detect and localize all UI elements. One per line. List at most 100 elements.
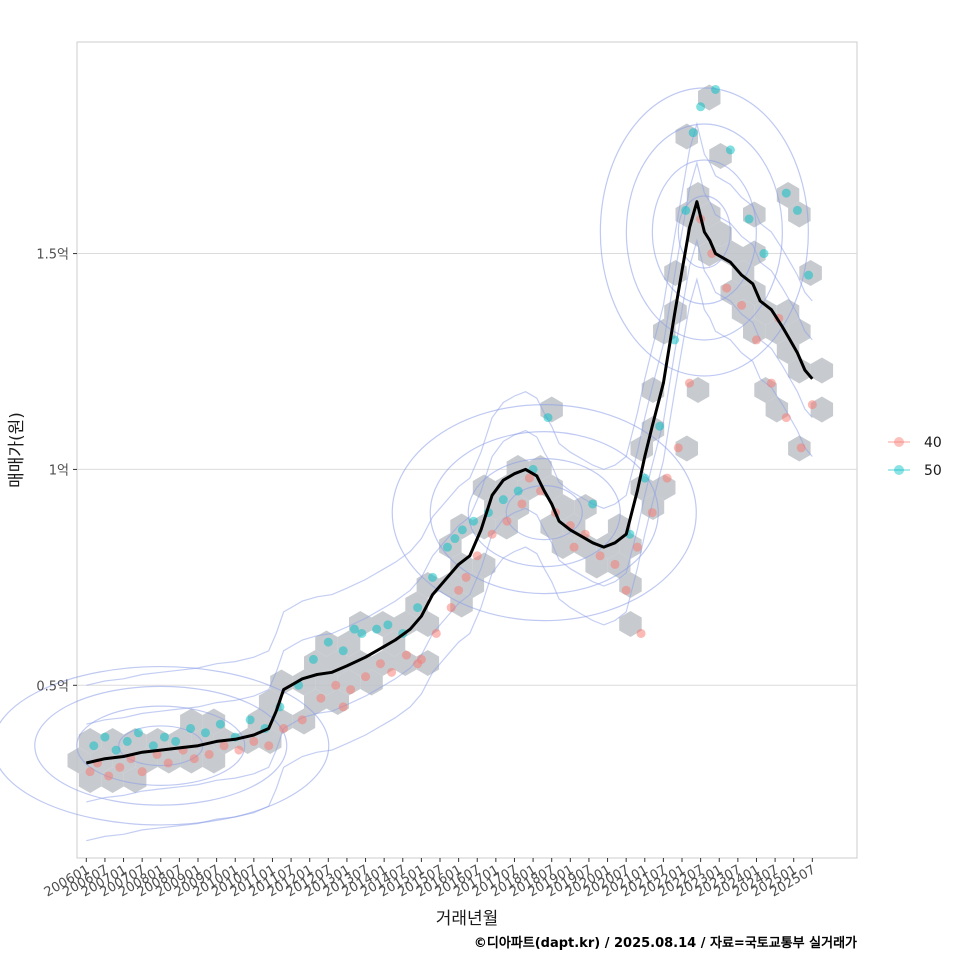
point-series-50 bbox=[171, 736, 181, 746]
contour-ring-2-1 bbox=[677, 195, 731, 269]
hex-bin bbox=[607, 513, 631, 540]
point-series-50 bbox=[670, 335, 680, 345]
point-series-40 bbox=[104, 771, 114, 781]
point-series-50 bbox=[513, 486, 523, 496]
point-series-50 bbox=[792, 205, 802, 215]
y-tick-label-1: 1억 bbox=[49, 463, 69, 478]
legend-key-50 bbox=[894, 465, 904, 475]
point-series-40 bbox=[517, 499, 527, 509]
point-series-40 bbox=[461, 572, 471, 582]
point-series-40 bbox=[413, 659, 423, 669]
contour-ring-2-3 bbox=[625, 123, 783, 341]
point-series-50 bbox=[804, 270, 814, 280]
point-series-40 bbox=[662, 473, 672, 483]
point-series-40 bbox=[524, 473, 534, 483]
point-series-40 bbox=[204, 749, 214, 759]
point-series-40 bbox=[472, 551, 482, 561]
legend-key-40 bbox=[894, 437, 904, 447]
point-series-40 bbox=[297, 715, 307, 725]
legend: 40 50 bbox=[888, 435, 942, 479]
point-series-50 bbox=[681, 205, 691, 215]
point-series-40 bbox=[401, 650, 411, 660]
point-series-50 bbox=[111, 745, 121, 755]
point-series-40 bbox=[796, 443, 806, 453]
point-series-40 bbox=[338, 702, 348, 712]
point-series-40 bbox=[621, 585, 631, 595]
hex-bin bbox=[78, 767, 102, 793]
point-series-40 bbox=[766, 378, 776, 388]
point-series-40 bbox=[234, 745, 244, 755]
point-series-50 bbox=[640, 473, 650, 483]
y-axis: 0.5억 1억 1.5억 bbox=[36, 248, 77, 694]
point-series-40 bbox=[632, 542, 642, 552]
point-series-40 bbox=[610, 559, 620, 569]
point-series-40 bbox=[781, 413, 791, 423]
contour-ring-0-3 bbox=[34, 685, 288, 806]
point-series-40 bbox=[454, 585, 464, 595]
point-series-50 bbox=[543, 413, 553, 423]
point-series-50 bbox=[450, 534, 460, 544]
point-series-40 bbox=[431, 628, 441, 638]
point-series-50 bbox=[696, 102, 706, 112]
point-series-50 bbox=[759, 249, 769, 259]
hex-bin bbox=[180, 708, 203, 735]
contour-ring-2-2 bbox=[651, 159, 757, 305]
point-series-40 bbox=[331, 680, 341, 690]
point-series-40 bbox=[737, 300, 747, 310]
point-series-50 bbox=[100, 732, 110, 742]
contour-band-3 bbox=[86, 160, 813, 725]
contour-ring-1-1 bbox=[505, 485, 583, 541]
point-series-50 bbox=[308, 654, 318, 664]
point-series-50 bbox=[383, 620, 393, 630]
point-series-50 bbox=[133, 728, 143, 738]
point-series-50 bbox=[469, 516, 479, 526]
contour-ring-0-4 bbox=[0, 665, 330, 826]
hex-bin bbox=[810, 357, 834, 384]
point-series-40 bbox=[346, 685, 356, 695]
point-series-40 bbox=[316, 693, 326, 703]
contour-ring-1-4 bbox=[391, 404, 697, 622]
y-tick-label-2: 1.5억 bbox=[36, 248, 69, 263]
point-series-40 bbox=[189, 754, 199, 764]
point-series-50 bbox=[457, 525, 467, 535]
point-series-40 bbox=[85, 767, 95, 777]
point-series-50 bbox=[725, 145, 735, 155]
point-series-50 bbox=[338, 646, 348, 656]
point-series-50 bbox=[200, 728, 210, 738]
hex-bin bbox=[472, 474, 496, 501]
hex-bin bbox=[754, 299, 777, 325]
point-series-50 bbox=[323, 637, 333, 647]
point-series-40 bbox=[219, 741, 229, 751]
point-series-50 bbox=[744, 214, 754, 224]
trend-line bbox=[85, 200, 814, 765]
point-series-50 bbox=[122, 736, 132, 746]
point-series-50 bbox=[711, 84, 721, 94]
point-series-40 bbox=[647, 508, 657, 518]
point-series-40 bbox=[487, 529, 497, 539]
hex-bin bbox=[574, 533, 597, 559]
hex-bin bbox=[495, 513, 518, 540]
point-series-50 bbox=[413, 603, 423, 613]
point-series-40 bbox=[502, 516, 512, 526]
point-series-50 bbox=[781, 188, 791, 198]
caption: ©디아파트(dapt.kr) / 2025.08.14 / 자료=국토교통부 실… bbox=[474, 935, 857, 951]
point-series-50 bbox=[357, 628, 367, 638]
point-series-50 bbox=[442, 542, 452, 552]
point-series-40 bbox=[673, 443, 683, 453]
point-series-50 bbox=[349, 624, 359, 634]
contour-ring-2-4 bbox=[599, 87, 809, 377]
point-series-40 bbox=[446, 603, 456, 613]
point-series-40 bbox=[137, 767, 147, 777]
legend-label-40: 40 bbox=[924, 435, 942, 451]
hex-bin bbox=[258, 728, 282, 754]
hex-bin bbox=[709, 221, 732, 247]
hex-bin bbox=[551, 533, 575, 559]
point-series-40 bbox=[249, 736, 259, 746]
x-axis-title: 거래년월 bbox=[436, 909, 499, 929]
point-series-40 bbox=[115, 762, 125, 772]
contour-ring-1-3 bbox=[429, 431, 659, 595]
point-series-50 bbox=[655, 421, 665, 431]
point-series-50 bbox=[245, 715, 255, 725]
hex-bin bbox=[315, 669, 338, 696]
